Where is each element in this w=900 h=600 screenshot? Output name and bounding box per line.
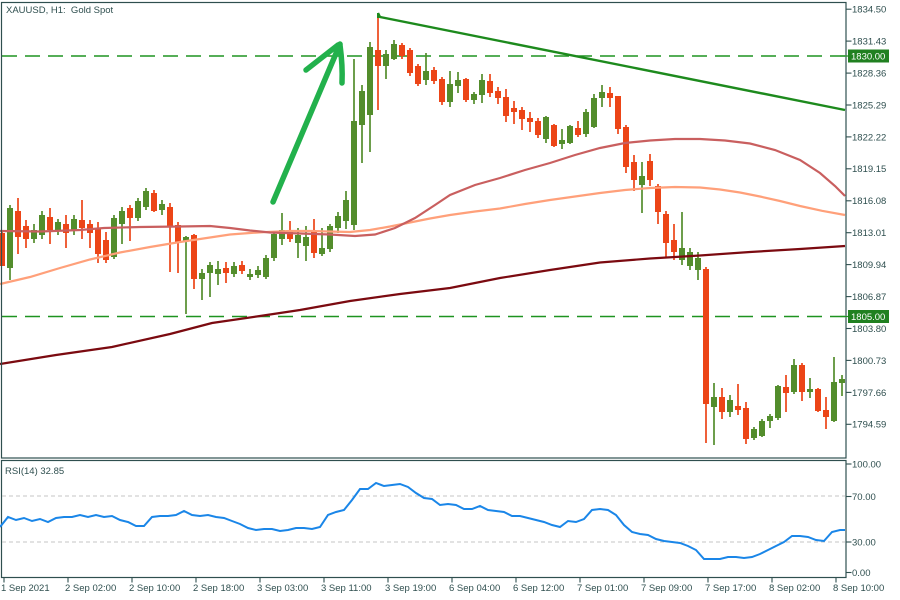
svg-text:1825.29: 1825.29 [852, 100, 886, 111]
svg-text:6 Sep 12:00: 6 Sep 12:00 [513, 583, 564, 594]
svg-text:1806.87: 1806.87 [852, 292, 886, 303]
svg-text:1834.50: 1834.50 [852, 5, 886, 16]
svg-text:1831.43: 1831.43 [852, 37, 886, 48]
svg-text:1828.36: 1828.36 [852, 69, 886, 80]
svg-text:2 Sep 02:00: 2 Sep 02:00 [65, 583, 116, 594]
svg-text:1822.22: 1822.22 [852, 132, 886, 143]
svg-text:3 Sep 11:00: 3 Sep 11:00 [321, 583, 372, 594]
svg-text:1 Sep 2021: 1 Sep 2021 [1, 583, 50, 594]
svg-text:2 Sep 10:00: 2 Sep 10:00 [129, 583, 180, 594]
svg-text:RSI(14) 32.85: RSI(14) 32.85 [5, 466, 64, 477]
svg-text:2 Sep 18:00: 2 Sep 18:00 [193, 583, 244, 594]
svg-text:1813.01: 1813.01 [852, 228, 886, 239]
svg-text:1800.73: 1800.73 [852, 356, 886, 367]
svg-text:3 Sep 19:00: 3 Sep 19:00 [385, 583, 436, 594]
svg-text:70.00: 70.00 [852, 492, 876, 503]
svg-text:1809.94: 1809.94 [852, 260, 886, 271]
svg-text:7 Sep 09:00: 7 Sep 09:00 [641, 583, 692, 594]
svg-text:6 Sep 04:00: 6 Sep 04:00 [449, 583, 500, 594]
svg-text:1803.80: 1803.80 [852, 324, 886, 335]
svg-text:3 Sep 03:00: 3 Sep 03:00 [257, 583, 308, 594]
svg-text:8 Sep 02:00: 8 Sep 02:00 [769, 583, 820, 594]
svg-text:30.00: 30.00 [852, 537, 876, 548]
svg-text:8 Sep 10:00: 8 Sep 10:00 [833, 583, 884, 594]
svg-text:1805.00: 1805.00 [851, 312, 885, 323]
svg-text:1797.66: 1797.66 [852, 388, 886, 399]
svg-text:0.00: 0.00 [852, 568, 871, 579]
svg-text:7 Sep 17:00: 7 Sep 17:00 [705, 583, 756, 594]
svg-text:1830.00: 1830.00 [851, 52, 885, 63]
svg-text:1816.08: 1816.08 [852, 196, 886, 207]
svg-text:1794.59: 1794.59 [852, 420, 886, 431]
svg-text:100.00: 100.00 [852, 459, 881, 470]
svg-text:7 Sep 01:00: 7 Sep 01:00 [577, 583, 628, 594]
svg-text:1819.15: 1819.15 [852, 164, 886, 175]
svg-text:XAUUSD, H1: Gold Spot: XAUUSD, H1: Gold Spot [6, 5, 114, 16]
